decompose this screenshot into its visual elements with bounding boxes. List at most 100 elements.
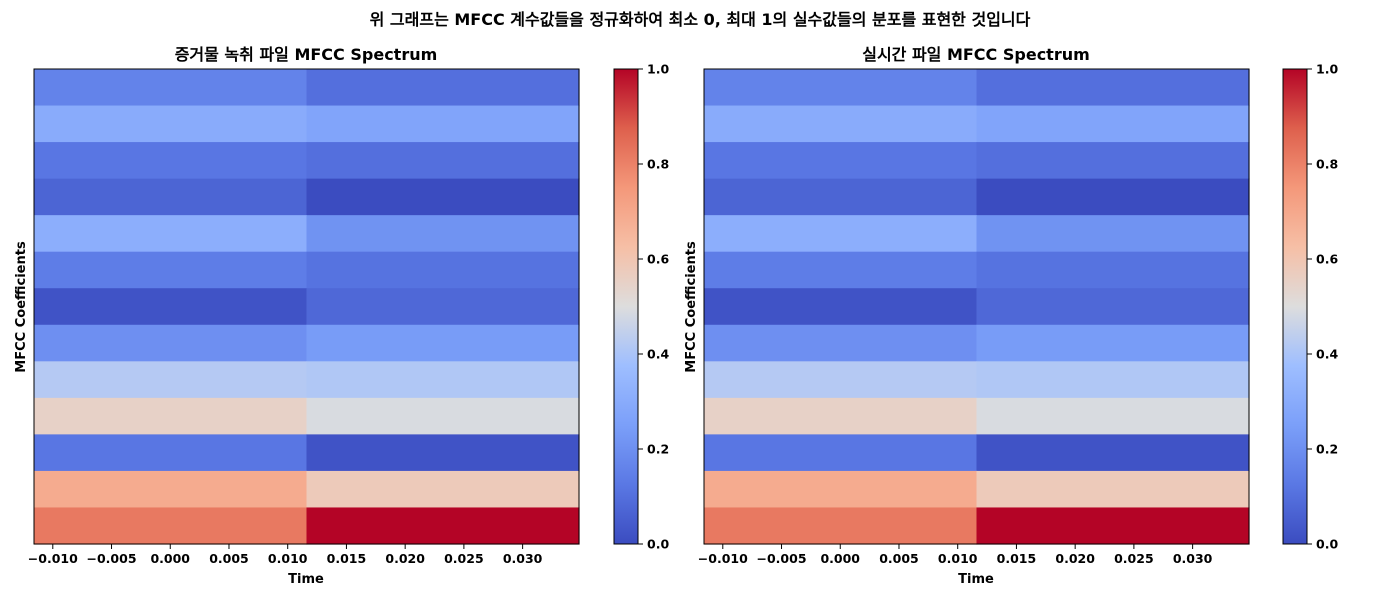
heatmap-cell-r12-c0 [704,507,978,545]
colorbar-frame [1282,68,1308,545]
x-tick-label: 0.030 [503,551,543,566]
heatmap-cell-r3-c1 [306,178,580,216]
x-axis-label: Time [958,572,994,587]
x-tick-label: 0.000 [150,551,190,566]
heatmap-cell-r6-c1 [306,288,580,326]
heatmap-cell-r9-c1 [976,397,1250,435]
x-tick-label: 0.020 [1055,551,1095,566]
colorbar-tick-label: 0.0 [647,537,669,552]
x-tick-label: 0.025 [444,551,484,566]
x-tick-label: 0.010 [268,551,308,566]
heatmap-cell-r0-c1 [976,69,1250,107]
colorbar-tick-label: 0.6 [647,252,669,267]
heatmap-cell-r6-c1 [976,288,1250,326]
colorbar-tick-label: 0.6 [1316,252,1338,267]
x-tick-label: 0.025 [1114,551,1154,566]
heatmap-cell-r11-c1 [306,470,580,509]
heatmap-cell-r8-c0 [34,361,308,399]
heatmap-cell-r2-c0 [34,142,308,180]
plot-frame [703,68,1250,545]
heatmap-cell-r10-c0 [704,434,978,472]
heatmap-cell-r10-c0 [34,434,308,472]
heatmap-cell-r11-c0 [34,470,308,509]
heatmap-panel-realtime: 실시간 파일 MFCC Spectrum −0.010 −0.005 0.000 0.… [684,45,1338,587]
heatmap-cell-r4-c0 [34,215,308,253]
heatmap-cell-r2-c0 [704,142,978,180]
x-axis-ticks: −0.010 −0.005 0.000 0.005 0.010 0.015 0.020 0.0… [698,544,1213,566]
heatmap-cell-r10-c1 [306,434,580,472]
x-tick-label: 0.015 [997,551,1037,566]
x-tick-label: −0.005 [87,551,137,566]
heatmap-cell-r5-c1 [306,251,580,289]
colorbar-gradient [614,69,638,544]
heatmap-cell-r12-c1 [976,507,1250,545]
x-tick-label: 0.015 [327,551,367,566]
heatmap-cell-r9-c1 [306,397,580,435]
heatmap-cell-r0-c0 [704,69,978,107]
colorbar-tick-label: 1.0 [1316,62,1338,77]
panel-title: 실시간 파일 MFCC Spectrum [862,45,1090,64]
colorbar-ticks: 0.0 0.2 0.4 0.6 0.8 1.0 [638,62,669,552]
x-tick-label: −0.005 [757,551,807,566]
x-tick-label: 0.020 [385,551,425,566]
x-tick-label: 0.030 [1173,551,1213,566]
heatmap-cell-r4-c1 [976,215,1250,253]
heatmap-cell-r7-c0 [34,324,308,362]
figure-suptitle: 위 그래프는 MFCC 계수값들을 정규화하여 최소 0, 최대 1의 실수값들… [370,10,1031,29]
heatmap-cell-r10-c1 [976,434,1250,472]
heatmap-cell-r3-c0 [704,178,978,216]
heatmap-cell-r0-c1 [306,69,580,107]
colorbar: 0.0 0.2 0.4 0.6 0.8 1.0 [613,62,669,552]
heatmap-cell-r0-c0 [34,69,308,107]
colorbar-tick-label: 1.0 [647,62,669,77]
colorbar-gradient [1283,69,1307,544]
heatmap-cell-r1-c0 [34,105,308,143]
colorbar-tick-label: 0.4 [647,347,669,362]
heatmap-panel-evidence: 증거물 녹취 파일 MFCC Spectrum −0.010 −0.005 0.00… [14,45,669,587]
heatmap-cells [704,69,1250,545]
heatmap-cell-r4-c1 [306,215,580,253]
colorbar-ticks: 0.0 0.2 0.4 0.6 0.8 1.0 [1307,62,1338,552]
x-tick-label: 0.005 [879,551,919,566]
x-tick-label: 0.005 [209,551,249,566]
heatmap-cell-r11-c0 [704,470,978,509]
heatmap-cell-r8-c0 [704,361,978,399]
x-tick-label: 0.010 [938,551,978,566]
y-axis-label: MFCC Coefficients [684,241,699,373]
heatmap-cell-r5-c1 [976,251,1250,289]
colorbar-tick-label: 0.0 [1316,537,1338,552]
heatmap-cell-r9-c0 [704,397,978,435]
heatmap-cell-r1-c1 [976,105,1250,143]
heatmap-cells [34,69,580,545]
colorbar-tick-label: 0.2 [1316,442,1338,457]
heatmap-cell-r12-c0 [34,507,308,545]
x-tick-label: 0.000 [820,551,860,566]
heatmap-cell-r4-c0 [704,215,978,253]
colorbar-tick-label: 0.4 [1316,347,1338,362]
colorbar-tick-label: 0.8 [1316,157,1338,172]
x-tick-label: −0.010 [698,551,748,566]
heatmap-cell-r11-c1 [976,470,1250,509]
colorbar-tick-label: 0.2 [647,442,669,457]
plot-frame [33,68,580,545]
heatmap-cell-r8-c1 [306,361,580,399]
heatmap-cell-r7-c1 [976,324,1250,362]
heatmap-cell-r6-c0 [34,288,308,326]
heatmap-cell-r7-c0 [704,324,978,362]
heatmap-cell-r2-c1 [306,142,580,180]
y-axis-label: MFCC Coefficients [14,241,29,373]
colorbar-frame [613,68,639,545]
heatmap-cell-r7-c1 [306,324,580,362]
heatmap-cell-r2-c1 [976,142,1250,180]
heatmap-cell-r5-c0 [704,251,978,289]
colorbar-tick-label: 0.8 [647,157,669,172]
x-axis-label: Time [288,572,324,587]
heatmap-cell-r9-c0 [34,397,308,435]
colorbar: 0.0 0.2 0.4 0.6 0.8 1.0 [1282,62,1338,552]
x-tick-label: −0.010 [28,551,78,566]
heatmap-cell-r1-c1 [306,105,580,143]
heatmap-cell-r1-c0 [704,105,978,143]
heatmap-cell-r12-c1 [306,507,580,545]
x-axis-ticks: −0.010 −0.005 0.000 0.005 0.010 0.015 0.020 0.0… [28,544,543,566]
heatmap-cell-r5-c0 [34,251,308,289]
